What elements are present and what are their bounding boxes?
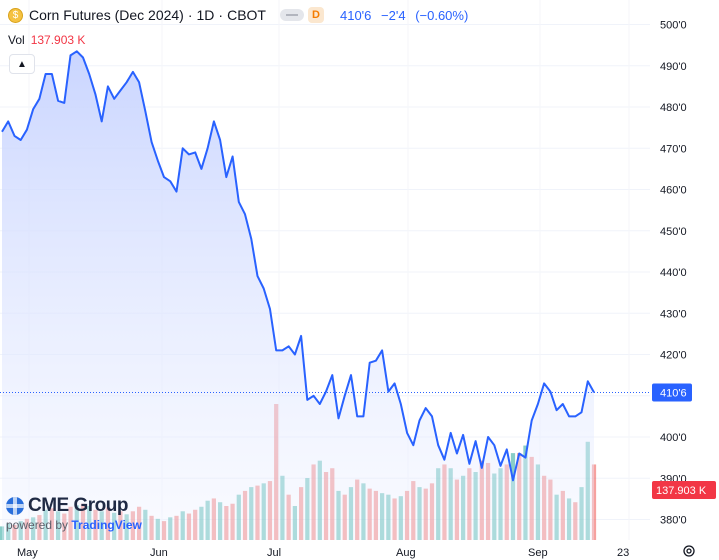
x-tick-label: Jun — [150, 547, 168, 559]
volume-value-marker: 137.903 K — [652, 481, 716, 499]
globe-icon — [6, 497, 24, 515]
chevron-up-icon: ▲ — [17, 58, 27, 70]
collapse-legend-button[interactable]: ▲ — [9, 54, 35, 74]
brand-name: CME Group — [28, 495, 129, 516]
y-tick-label: 480'0 — [660, 102, 687, 114]
y-tick-label: 470'0 — [660, 143, 687, 155]
y-tick-label: 440'0 — [660, 267, 687, 279]
volume-value: 137.903 K — [30, 33, 86, 47]
last-price-marker: 410'6 — [652, 383, 692, 402]
x-tick-label: May — [17, 547, 38, 559]
y-tick-label: 380'0 — [660, 515, 687, 527]
price-change: −2'4 — [381, 7, 406, 23]
price-change-percent: (−0.60%) — [415, 7, 469, 23]
y-tick-label: 430'0 — [660, 308, 687, 320]
cme-tradingview-logo[interactable]: CME Group powered by TradingView — [6, 495, 142, 532]
last-price-label: 410'6 — [660, 387, 687, 399]
price-area — [2, 51, 594, 541]
powered-by-text: powered by — [6, 518, 69, 532]
chart-legend: $ Corn Futures (Dec 2024) · 1D · CBOT D … — [8, 7, 474, 23]
exchange: CBOT — [227, 7, 266, 23]
market-closed-icon — [279, 9, 304, 21]
coin-icon: $ — [8, 7, 23, 23]
x-tick-label: Sep — [528, 547, 548, 559]
platform-name: TradingView — [71, 518, 142, 532]
y-tick-label: 500'0 — [660, 20, 687, 32]
y-tick-label: 490'0 — [660, 61, 687, 73]
x-tick-label: 23 — [617, 547, 629, 559]
gear-icon[interactable] — [682, 544, 696, 558]
price-line — [1, 50, 595, 482]
time-axis[interactable]: May Jun Jul Aug Sep 23 — [17, 547, 629, 559]
volume-legend: Vol 137.903 K — [8, 33, 85, 47]
price-axis[interactable]: 500'0 490'0 480'0 470'0 460'0 450'0 440'0 430'0… — [660, 20, 687, 527]
volume-label: Vol — [8, 33, 25, 47]
y-tick-label: 460'0 — [660, 185, 687, 197]
volume-value-label: 137.903 K — [656, 485, 707, 497]
quote: 410'6 −2'4 (−0.60%) — [340, 8, 474, 23]
last-price: 410'6 — [339, 7, 372, 23]
x-tick-label: Aug — [396, 547, 416, 559]
y-tick-label: 400'0 — [660, 432, 687, 444]
delayed-badge[interactable]: D — [307, 7, 324, 23]
y-tick-label: 420'0 — [660, 350, 687, 362]
symbol-title[interactable]: Corn Futures (Dec 2024) — [29, 7, 184, 23]
interval[interactable]: 1D — [196, 7, 215, 23]
y-tick-label: 450'0 — [660, 226, 687, 238]
market-status[interactable]: D — [279, 7, 324, 23]
x-tick-label: Jul — [267, 547, 281, 559]
